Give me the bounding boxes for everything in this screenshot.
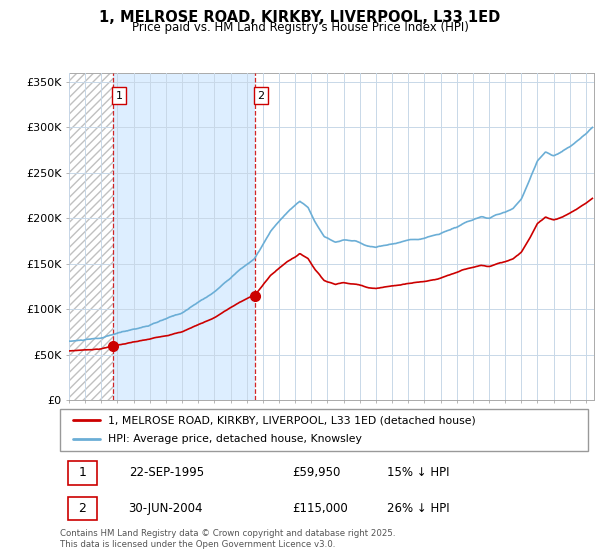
- Text: 1, MELROSE ROAD, KIRKBY, LIVERPOOL, L33 1ED (detached house): 1, MELROSE ROAD, KIRKBY, LIVERPOOL, L33 …: [107, 415, 475, 425]
- FancyBboxPatch shape: [68, 497, 97, 520]
- FancyBboxPatch shape: [68, 461, 97, 484]
- Bar: [113, 73, 255, 400]
- Text: 2: 2: [257, 91, 265, 101]
- Text: 2: 2: [79, 502, 86, 515]
- Text: 1, MELROSE ROAD, KIRKBY, LIVERPOOL, L33 1ED: 1, MELROSE ROAD, KIRKBY, LIVERPOOL, L33 …: [100, 10, 500, 25]
- Text: 1: 1: [79, 466, 86, 479]
- Text: £115,000: £115,000: [292, 502, 348, 515]
- Text: 22-SEP-1995: 22-SEP-1995: [128, 466, 204, 479]
- FancyBboxPatch shape: [60, 409, 588, 451]
- Text: Price paid vs. HM Land Registry's House Price Index (HPI): Price paid vs. HM Land Registry's House …: [131, 21, 469, 34]
- Text: 15% ↓ HPI: 15% ↓ HPI: [388, 466, 450, 479]
- Text: 30-JUN-2004: 30-JUN-2004: [128, 502, 203, 515]
- Text: HPI: Average price, detached house, Knowsley: HPI: Average price, detached house, Know…: [107, 435, 361, 445]
- Text: Contains HM Land Registry data © Crown copyright and database right 2025.
This d: Contains HM Land Registry data © Crown c…: [60, 529, 395, 549]
- Text: 1: 1: [116, 91, 122, 101]
- Text: 26% ↓ HPI: 26% ↓ HPI: [388, 502, 450, 515]
- Text: £59,950: £59,950: [292, 466, 341, 479]
- Bar: [69, 73, 113, 400]
